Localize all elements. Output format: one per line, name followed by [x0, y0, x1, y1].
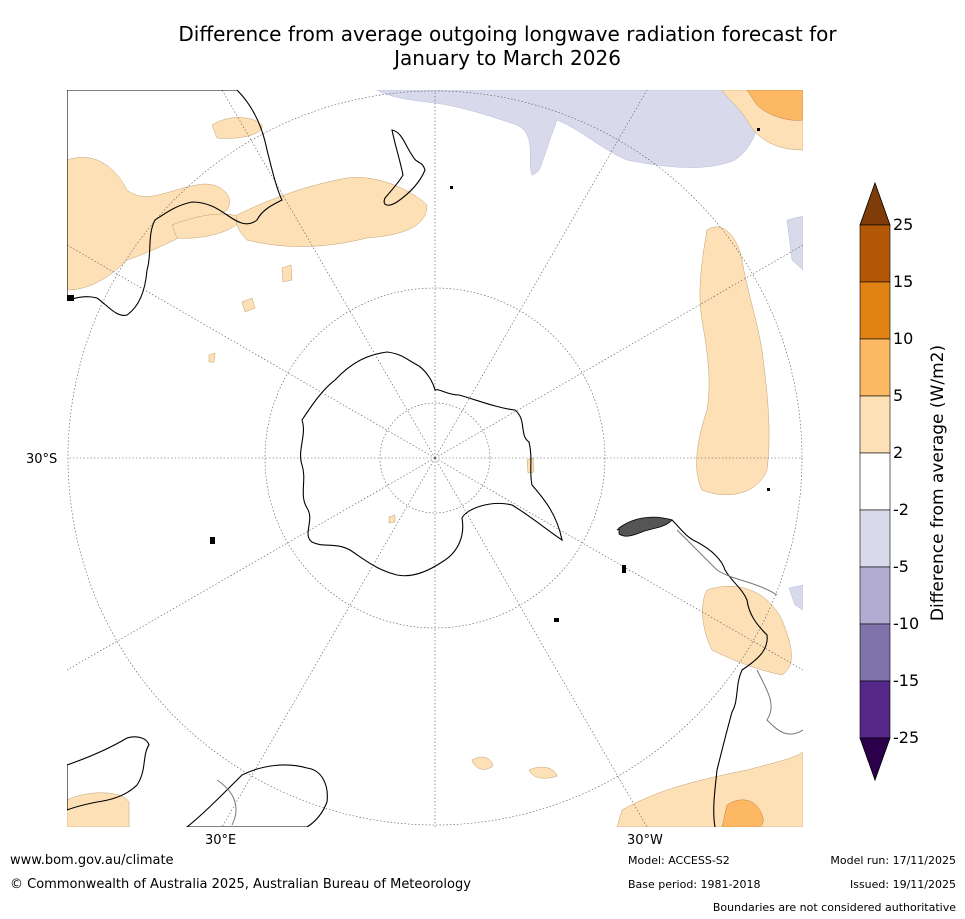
anomaly-region-negative — [376, 90, 768, 176]
footer-website[interactable]: www.bom.gov.au/climate — [10, 853, 174, 868]
footer-disclaimer: Boundaries are not considered authoritat… — [712, 901, 956, 914]
colorbar-tick-label: -5 — [893, 557, 909, 576]
colorbar-tick-label: -25 — [893, 728, 920, 747]
colorbar-extension-upper — [859, 181, 891, 226]
colorbar-title: Difference from average (W/m2) — [928, 344, 948, 622]
colorbar-bin — [859, 623, 891, 682]
latitude-label-30s: 30°S — [26, 452, 58, 467]
footer-base-period: Base period: 1981-2018 — [628, 878, 761, 891]
polar-map — [67, 90, 803, 827]
colorbar-bin — [859, 509, 891, 568]
footer-copyright: © Commonwealth of Australia 2025, Austra… — [10, 877, 471, 892]
graticule — [67, 90, 803, 827]
colorbar-bin — [859, 680, 891, 739]
colorbar — [859, 181, 891, 782]
footer-issued: Issued: 19/11/2025 — [849, 878, 956, 891]
anomaly-region-positive — [388, 514, 396, 524]
footer-model: Model: ACCESS-S2 — [628, 854, 730, 867]
anomaly-region-negative — [786, 215, 803, 271]
new-zealand-coastline — [383, 129, 426, 206]
antarctica-coastline — [300, 351, 563, 577]
anomaly-region-positive — [746, 90, 803, 121]
anomaly-region-positive — [67, 157, 230, 291]
south-america-borders — [216, 529, 803, 826]
colorbar-tick-label: 25 — [893, 215, 914, 234]
longitude-label-30w: 30°W — [627, 833, 663, 848]
anomaly-region-positive — [696, 226, 770, 496]
colorbar-tick-label: 5 — [893, 386, 904, 405]
africa-coastline — [67, 736, 150, 811]
anomaly-region-positive — [241, 297, 256, 313]
colorbar-extension-lower — [859, 737, 891, 782]
colorbar-tick-label: -10 — [893, 614, 920, 633]
anomaly-region-positive — [208, 352, 216, 363]
colorbar-bin — [859, 224, 891, 283]
anomaly-region-positive — [281, 264, 293, 283]
colorbar-tick-label: -15 — [893, 671, 920, 690]
colorbar-bin — [859, 281, 891, 340]
colorbar-bin — [859, 395, 891, 454]
colorbar-tick-label: -2 — [893, 500, 909, 519]
map-title: Difference from average outgoing longwav… — [140, 22, 875, 70]
anomaly-region-positive — [702, 586, 792, 676]
small-islands — [67, 128, 770, 622]
anomaly-region-positive — [236, 177, 428, 247]
anomaly-region-negative — [788, 584, 803, 611]
footer-model-run: Model run: 17/11/2025 — [830, 854, 956, 867]
anomaly-region-positive — [67, 792, 130, 827]
anomaly-region-positive — [528, 766, 558, 779]
longitude-label-30e: 30°E — [205, 833, 237, 848]
colorbar-bin — [859, 452, 891, 511]
colorbar-tick-label: 10 — [893, 329, 914, 348]
colorbar-bin — [859, 566, 891, 625]
colorbar-tick-label: 15 — [893, 272, 914, 291]
anomaly-region-positive — [211, 117, 263, 139]
madagascar-coastline — [186, 764, 328, 827]
colorbar-bin — [859, 338, 891, 397]
australia-coastline — [67, 90, 283, 316]
anomaly-region-positive — [721, 799, 764, 827]
south-america-coastline — [616, 517, 768, 827]
tierra-del-fuego-coastline — [618, 516, 673, 537]
colorbar-tick-label: 2 — [893, 443, 904, 462]
anomaly-region-positive — [471, 756, 494, 770]
title-line-1: Difference from average outgoing longwav… — [178, 22, 837, 46]
title-line-2: January to March 2026 — [394, 46, 621, 70]
